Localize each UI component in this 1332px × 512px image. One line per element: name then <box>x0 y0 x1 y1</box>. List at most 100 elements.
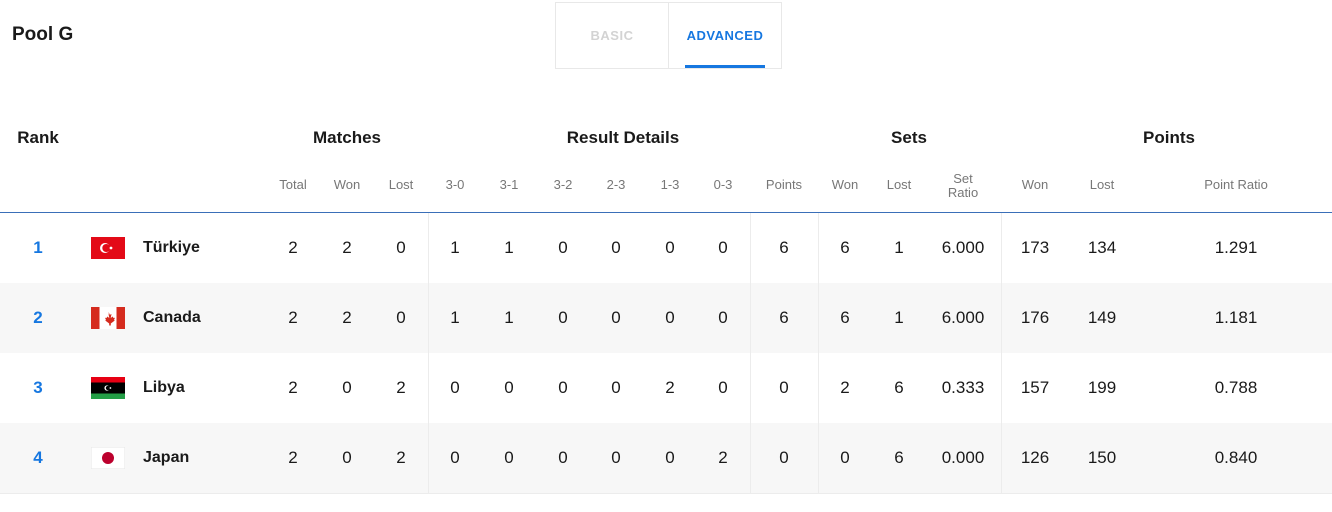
stat-cell: 176 <box>1020 308 1050 327</box>
subheader: Lost <box>1089 177 1115 192</box>
stat-cell: 0 <box>611 448 621 467</box>
stat-cell: 2 <box>396 448 406 467</box>
column-divider <box>428 213 429 493</box>
japan-flag-icon <box>91 447 125 469</box>
rank-value: 1 <box>33 238 43 257</box>
stat-cell: 0.000 <box>941 448 985 467</box>
stat-cell: 173 <box>1020 238 1050 257</box>
subheader: Lost <box>388 177 414 192</box>
subheader: 1-3 <box>660 177 680 192</box>
stat-cell: 0 <box>779 378 789 397</box>
table-bottom-border <box>0 493 1332 494</box>
stat-cell: 1 <box>450 308 460 327</box>
stat-cell: 0 <box>611 238 621 257</box>
tab-advanced[interactable]: ADVANCED <box>669 3 781 68</box>
stat-cell: 149 <box>1087 308 1117 327</box>
rank-value: 4 <box>33 448 43 467</box>
stat-cell: 0 <box>450 448 460 467</box>
subheader: Set Ratio <box>947 171 979 200</box>
team-name[interactable]: Japan <box>143 449 190 466</box>
stat-cell: 0 <box>504 448 514 467</box>
team-name[interactable]: Türkiye <box>143 239 200 256</box>
tab-basic[interactable]: BASIC <box>556 3 669 68</box>
rank-value: 2 <box>33 308 43 327</box>
column-divider <box>750 213 751 493</box>
team-name[interactable]: Canada <box>143 309 201 326</box>
stat-cell: 0.788 <box>1214 378 1258 397</box>
rank-value: 3 <box>33 378 43 397</box>
stat-cell: 1.181 <box>1214 308 1258 327</box>
stat-cell: 150 <box>1087 448 1117 467</box>
stat-cell: 1 <box>504 238 514 257</box>
stat-cell: 0 <box>718 238 728 257</box>
stat-cell: 0 <box>558 378 568 397</box>
stat-cell: 0 <box>450 378 460 397</box>
stat-cell: 0 <box>558 308 568 327</box>
stat-cell: 0 <box>558 448 568 467</box>
table-row: 4 Japan 2 0 2 0 0 0 0 0 2 0 0 6 0.000 126 150 0.840 <box>0 423 1332 493</box>
table-row: 1 Türkiye 2 2 0 1 1 0 0 0 0 6 6 1 6.000 173 134 1.291 <box>0 213 1332 283</box>
stat-cell: 134 <box>1087 238 1117 257</box>
subheader: 2-3 <box>606 177 626 192</box>
stat-cell: 2 <box>342 308 352 327</box>
stat-cell: 0 <box>342 448 352 467</box>
stat-cell: 2 <box>288 448 298 467</box>
stat-cell: 2 <box>288 308 298 327</box>
subheader: Won <box>831 177 859 192</box>
subheader: Point Ratio <box>1204 177 1268 192</box>
stat-cell: 6 <box>840 308 850 327</box>
stat-cell: 6 <box>779 238 789 257</box>
header-sets: Sets <box>891 128 927 147</box>
stat-cell: 0 <box>611 308 621 327</box>
stat-cell: 1 <box>504 308 514 327</box>
page-title: Pool G <box>12 24 74 45</box>
stat-cell: 2 <box>396 378 406 397</box>
team-name[interactable]: Libya <box>143 379 185 396</box>
libya-flag-icon <box>91 377 125 399</box>
stat-cell: 0 <box>840 448 850 467</box>
subheader: 3-1 <box>499 177 519 192</box>
subheader: 3-2 <box>553 177 573 192</box>
stat-cell: 0.333 <box>941 378 985 397</box>
subheader: 0-3 <box>713 177 733 192</box>
view-tabs: BASIC ADVANCED <box>555 2 782 69</box>
subheader: Points <box>765 177 803 192</box>
stat-cell: 157 <box>1020 378 1050 397</box>
stat-cell: 2 <box>840 378 850 397</box>
subheader: Total <box>279 177 307 192</box>
stat-cell: 0 <box>396 238 406 257</box>
stat-cell: 6.000 <box>941 238 985 257</box>
stat-cell: 1 <box>894 238 904 257</box>
stat-cell: 0 <box>718 378 728 397</box>
table-row: 2 Canada 2 2 0 1 1 0 0 0 0 6 6 1 6.000 176 149 1.181 <box>0 283 1332 353</box>
turkey-flag-icon <box>91 237 125 259</box>
header-divider <box>0 212 1332 213</box>
stat-cell: 6 <box>894 448 904 467</box>
column-divider <box>1001 213 1002 493</box>
header-rank: Rank <box>17 128 59 147</box>
stat-cell: 6 <box>894 378 904 397</box>
subheader: 3-0 <box>445 177 465 192</box>
header-matches: Matches <box>312 128 382 147</box>
stat-cell: 0 <box>611 378 621 397</box>
stat-cell: 0 <box>779 448 789 467</box>
stat-cell: 126 <box>1020 448 1050 467</box>
stat-cell: 2 <box>288 238 298 257</box>
stat-cell: 2 <box>288 378 298 397</box>
subheader: Won <box>333 177 361 192</box>
stat-cell: 1 <box>450 238 460 257</box>
stat-cell: 2 <box>718 448 728 467</box>
stat-cell: 1.291 <box>1214 238 1258 257</box>
table-row: 3 Libya 2 0 2 0 0 0 0 2 0 0 2 6 0.333 157 199 0.788 <box>0 353 1332 423</box>
stat-cell: 0 <box>718 308 728 327</box>
stat-cell: 2 <box>665 378 675 397</box>
stat-cell: 2 <box>342 238 352 257</box>
stat-cell: 6 <box>840 238 850 257</box>
subheader: Won <box>1021 177 1049 192</box>
stat-cell: 0 <box>665 308 675 327</box>
stat-cell: 0.840 <box>1214 448 1258 467</box>
subheader: Lost <box>886 177 912 192</box>
stat-cell: 199 <box>1087 378 1117 397</box>
stat-cell: 0 <box>342 378 352 397</box>
stat-cell: 6.000 <box>941 308 985 327</box>
